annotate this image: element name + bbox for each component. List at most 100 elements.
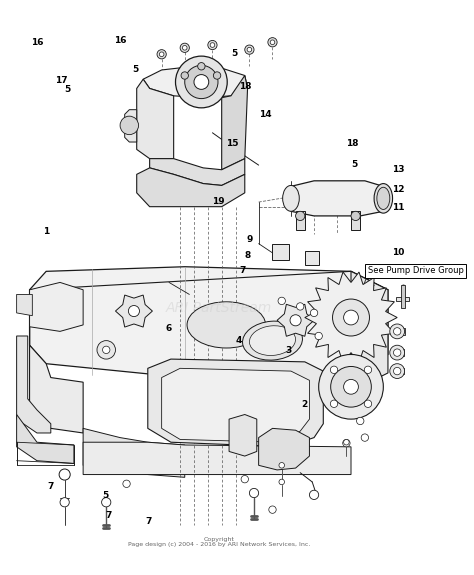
Circle shape [290, 315, 301, 326]
Circle shape [181, 72, 189, 79]
Circle shape [180, 43, 189, 52]
Text: 4: 4 [236, 336, 242, 345]
Polygon shape [137, 168, 245, 206]
Bar [351, 211, 360, 230]
Circle shape [249, 488, 259, 497]
Polygon shape [277, 304, 314, 336]
Ellipse shape [283, 185, 299, 211]
Circle shape [393, 367, 401, 375]
Circle shape [241, 476, 248, 483]
Circle shape [194, 75, 209, 89]
Polygon shape [116, 295, 153, 327]
Text: 7: 7 [47, 482, 54, 491]
Polygon shape [83, 428, 185, 477]
Bar [273, 244, 289, 260]
Circle shape [128, 305, 139, 317]
Circle shape [182, 45, 187, 50]
Text: 10: 10 [392, 248, 405, 258]
Polygon shape [83, 442, 351, 474]
Circle shape [123, 480, 130, 488]
Text: 3: 3 [286, 346, 292, 355]
Bar [396, 297, 409, 301]
Text: 16: 16 [114, 36, 127, 45]
Polygon shape [17, 415, 74, 463]
Circle shape [315, 332, 322, 340]
Polygon shape [150, 159, 245, 185]
Text: 5: 5 [133, 65, 139, 74]
Ellipse shape [249, 326, 295, 355]
Text: 5: 5 [352, 160, 358, 169]
Circle shape [208, 40, 217, 49]
Circle shape [120, 116, 138, 135]
Text: 18: 18 [346, 139, 359, 148]
Bar [394, 350, 404, 356]
Text: 8: 8 [244, 251, 250, 260]
Text: 17: 17 [55, 76, 68, 85]
Polygon shape [286, 181, 386, 216]
Polygon shape [17, 294, 32, 316]
Text: 12: 12 [392, 185, 405, 194]
Bar [394, 369, 404, 374]
Polygon shape [148, 359, 323, 447]
Polygon shape [17, 336, 51, 433]
Text: 14: 14 [259, 110, 271, 120]
Circle shape [185, 66, 218, 98]
Circle shape [59, 469, 70, 480]
Circle shape [60, 497, 69, 507]
Circle shape [331, 366, 371, 407]
Polygon shape [29, 282, 83, 331]
Circle shape [97, 340, 116, 359]
Text: 9: 9 [246, 235, 253, 244]
Circle shape [351, 211, 360, 221]
Text: 16: 16 [31, 37, 44, 47]
Circle shape [175, 56, 227, 108]
Circle shape [269, 506, 276, 513]
Text: 13: 13 [392, 165, 405, 174]
Text: 6: 6 [165, 324, 172, 333]
Text: 7: 7 [240, 266, 246, 275]
Text: Copyright
Page design (c) 2004 - 2016 by ARI Network Services, Inc.: Copyright Page design (c) 2004 - 2016 by… [128, 536, 310, 547]
Circle shape [297, 303, 304, 310]
Circle shape [361, 434, 369, 441]
Polygon shape [229, 415, 257, 456]
Polygon shape [259, 428, 310, 470]
Circle shape [245, 45, 254, 54]
Polygon shape [143, 66, 247, 98]
Circle shape [330, 400, 337, 408]
Circle shape [344, 310, 358, 325]
Circle shape [296, 211, 305, 221]
Polygon shape [351, 271, 388, 387]
Polygon shape [305, 272, 397, 363]
Circle shape [393, 349, 401, 356]
Circle shape [279, 462, 284, 468]
Circle shape [310, 490, 319, 500]
Circle shape [210, 43, 215, 47]
Polygon shape [29, 290, 83, 433]
Bar [393, 328, 405, 335]
Text: 5: 5 [65, 85, 71, 94]
Circle shape [198, 63, 205, 70]
Circle shape [213, 72, 221, 79]
Text: 11: 11 [392, 204, 405, 212]
Circle shape [390, 345, 405, 360]
Circle shape [390, 324, 405, 339]
Bar [296, 211, 305, 230]
Circle shape [270, 40, 275, 45]
Text: 15: 15 [226, 139, 238, 148]
Text: 19: 19 [212, 197, 224, 206]
Circle shape [344, 439, 349, 445]
Circle shape [159, 52, 164, 56]
Circle shape [365, 366, 372, 374]
Text: ARI PartStream: ARI PartStream [166, 301, 272, 315]
Text: 7: 7 [105, 511, 112, 520]
Ellipse shape [187, 302, 265, 348]
Text: 2: 2 [301, 400, 308, 409]
Circle shape [333, 299, 369, 336]
Circle shape [101, 497, 111, 507]
Polygon shape [125, 110, 137, 142]
Circle shape [319, 354, 383, 419]
Circle shape [247, 47, 252, 52]
Circle shape [102, 346, 110, 354]
Circle shape [157, 49, 166, 59]
Circle shape [390, 364, 405, 378]
